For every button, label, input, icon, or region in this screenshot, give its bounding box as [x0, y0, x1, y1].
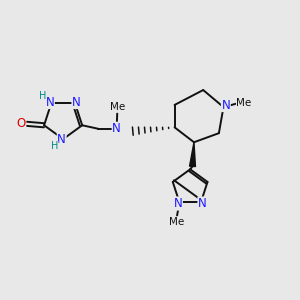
Text: N: N [72, 95, 81, 109]
Text: N: N [174, 197, 182, 210]
Text: N: N [57, 134, 66, 146]
Text: Me: Me [110, 102, 125, 112]
Polygon shape [190, 142, 195, 166]
Text: N: N [198, 197, 207, 210]
Text: O: O [16, 117, 26, 130]
Text: N: N [112, 122, 121, 135]
Text: Me: Me [169, 217, 185, 227]
Text: H: H [51, 142, 58, 152]
Text: Me: Me [236, 98, 252, 108]
Text: N: N [221, 98, 230, 112]
Text: N: N [46, 95, 54, 109]
Text: H: H [39, 91, 46, 100]
